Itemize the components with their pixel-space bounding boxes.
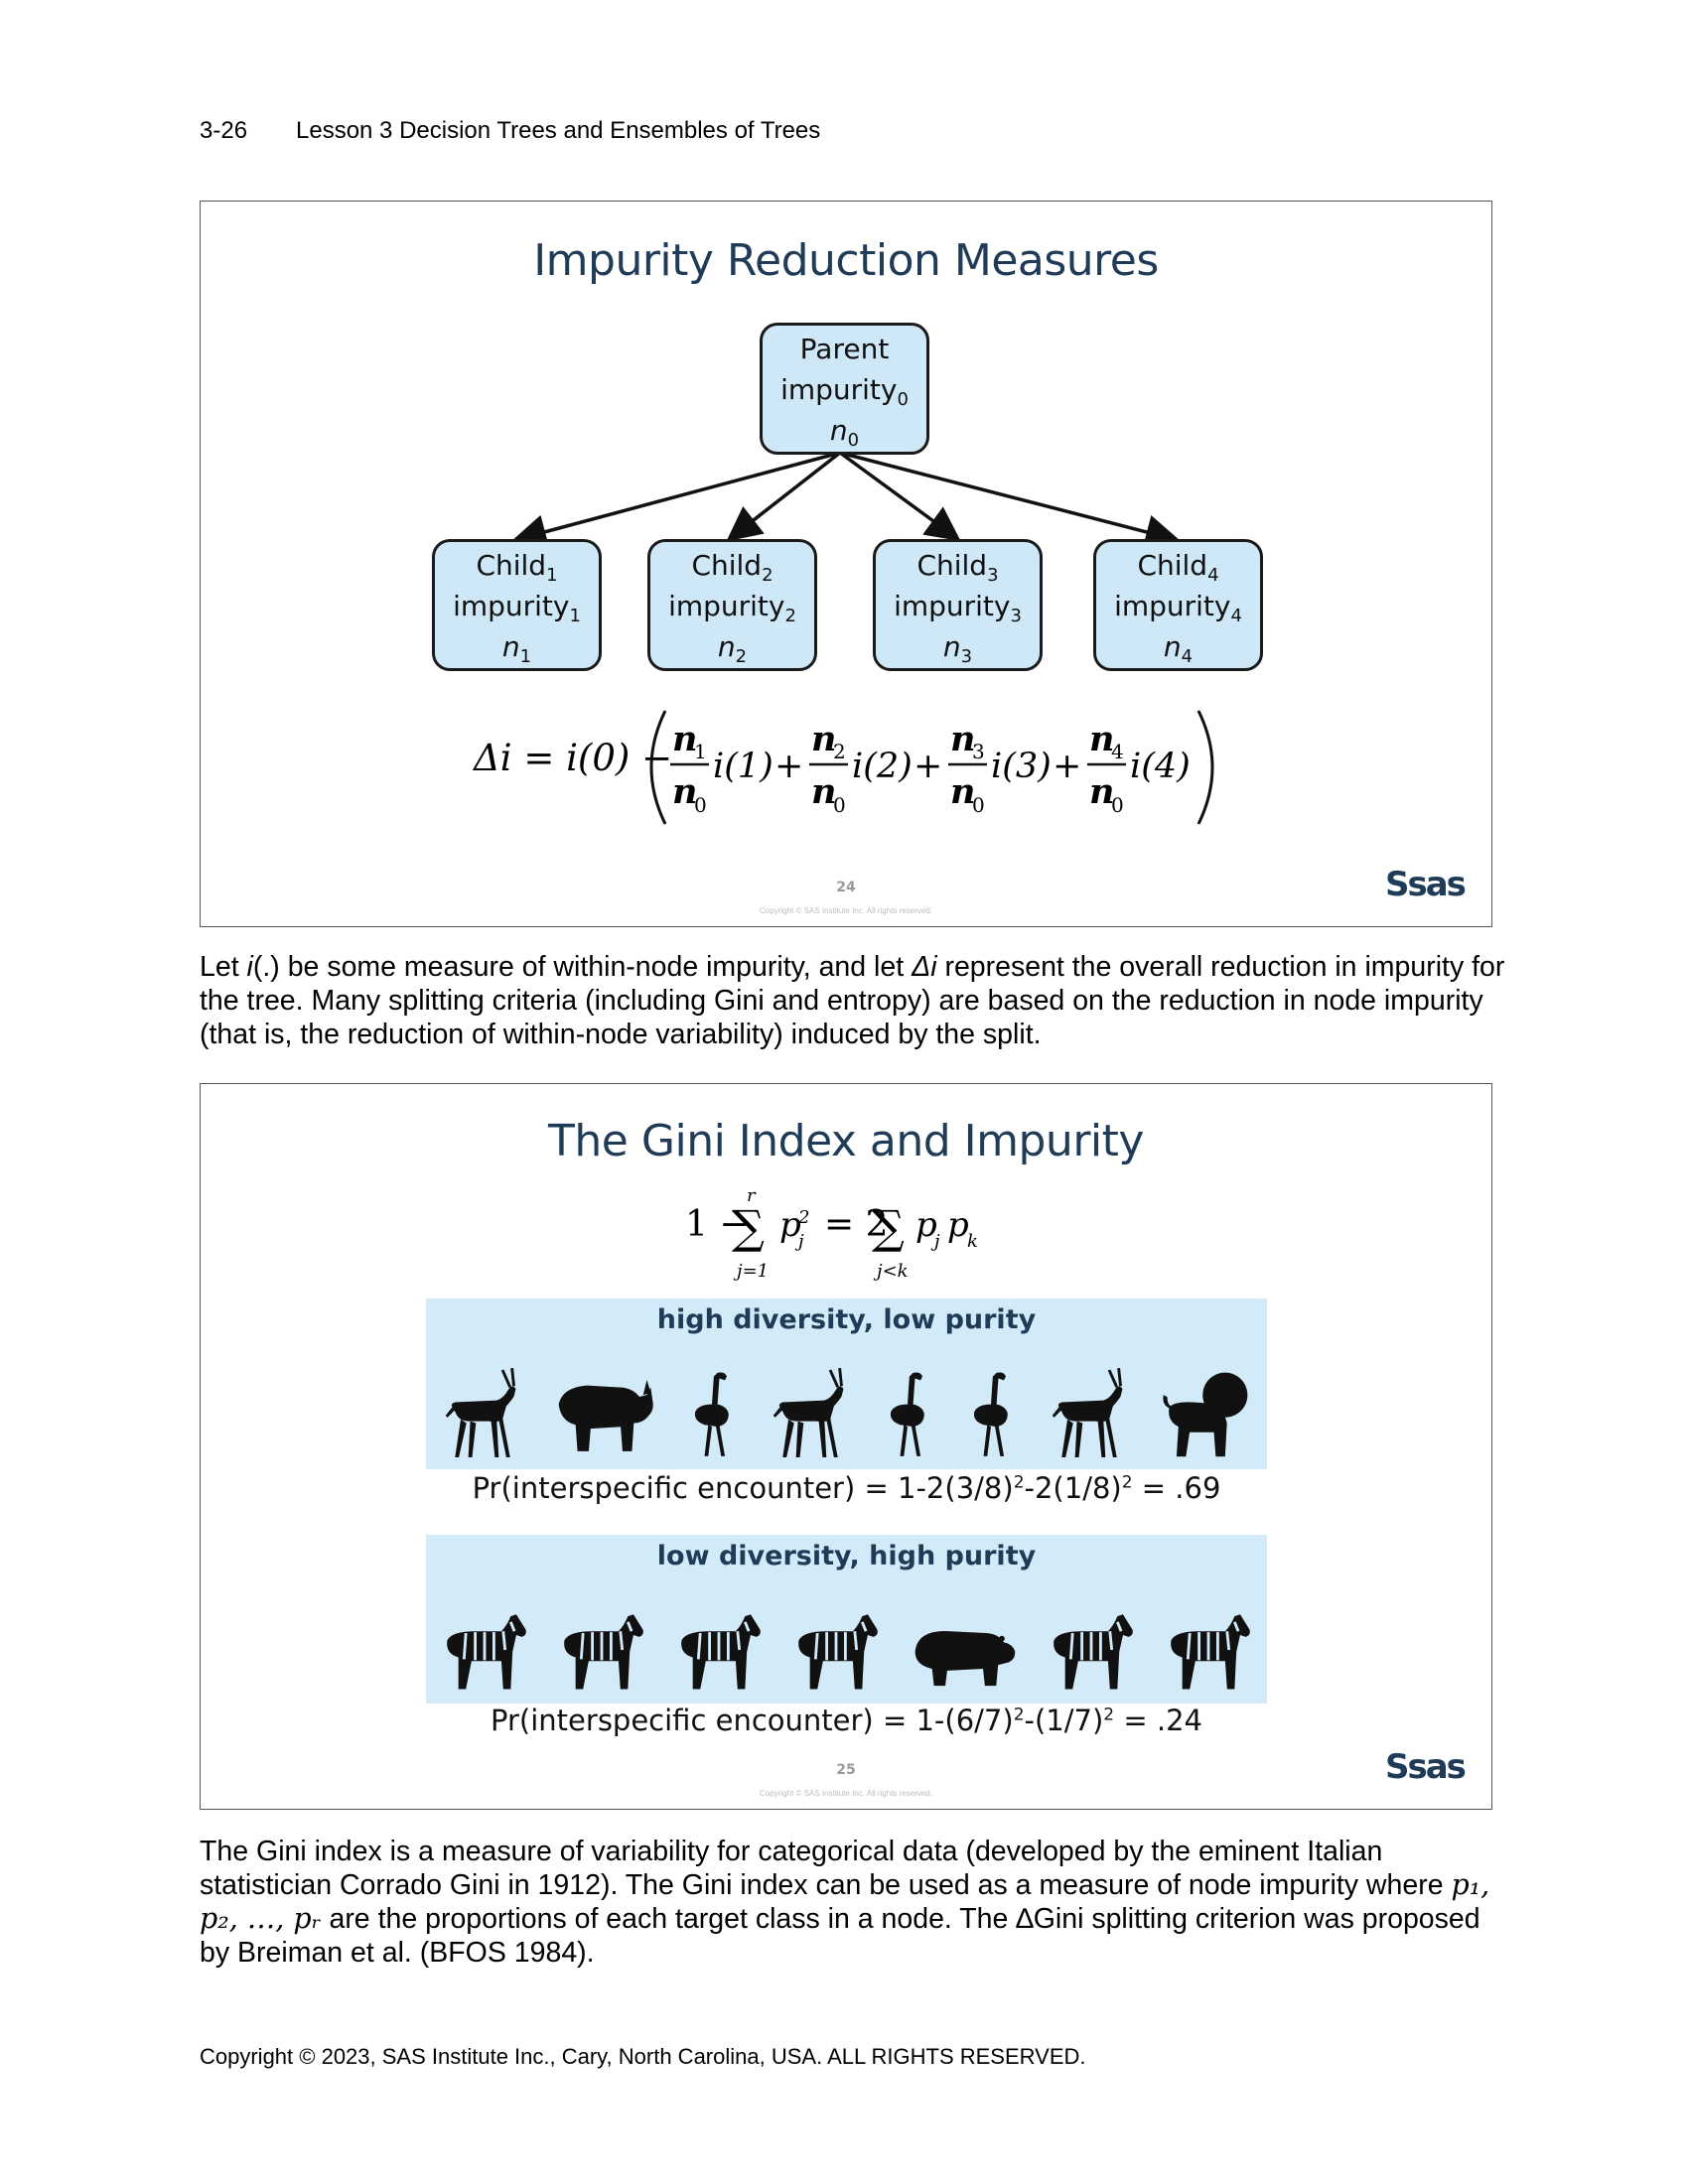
svg-text:0: 0 bbox=[694, 793, 707, 817]
svg-text:j: j bbox=[930, 1231, 940, 1252]
svg-text:i(3): i(3) bbox=[991, 747, 1052, 786]
edge-child-1 bbox=[511, 451, 841, 549]
slide-title: Impurity Reduction Measures bbox=[533, 235, 1159, 286]
svg-text:n: n bbox=[950, 771, 975, 812]
sas-logo: Ssas bbox=[1385, 865, 1467, 904]
svg-text:n: n bbox=[1089, 771, 1114, 812]
svg-text:+: + bbox=[1053, 747, 1081, 786]
impurity-reduction-formula: Δi = i(0) − n 1 n 0 i(1) + n 2 n 0 i(2) … bbox=[472, 710, 1214, 825]
ostrich-icon bbox=[684, 1366, 740, 1461]
svg-text:k: k bbox=[967, 1231, 978, 1252]
zebra-icon bbox=[555, 1602, 648, 1698]
svg-text:n: n bbox=[672, 771, 697, 812]
svg-text:j=1: j=1 bbox=[733, 1261, 769, 1282]
svg-text:p: p bbox=[779, 1205, 801, 1245]
edge-child-4 bbox=[839, 451, 1181, 549]
slide-number: 24 bbox=[836, 880, 856, 895]
child-node-3: Child3 impurity3 n3 bbox=[873, 539, 1043, 671]
ostrich-icon bbox=[963, 1366, 1019, 1461]
formula-term-4: n 4 n 0 i(4) bbox=[1087, 719, 1191, 817]
page-number: 3-26 bbox=[200, 117, 248, 144]
footer-copyright: Copyright © 2023, SAS Institute Inc., Ca… bbox=[200, 2044, 1086, 2069]
left-paren bbox=[649, 710, 667, 825]
svg-text:3: 3 bbox=[972, 740, 985, 763]
child-node-2: Child2 impurity2 n2 bbox=[647, 539, 817, 671]
svg-text:n: n bbox=[1089, 719, 1114, 759]
svg-text:4: 4 bbox=[1111, 740, 1124, 763]
slide-title: The Gini Index and Impurity bbox=[548, 1116, 1144, 1166]
hippo-icon bbox=[908, 1602, 1021, 1698]
zebra-icon bbox=[1045, 1602, 1138, 1698]
sigma-1: ∑ bbox=[732, 1200, 765, 1254]
formula-term-2: n 2 n 0 i(2) + bbox=[809, 719, 942, 817]
formula-lhs: Δi = i(0) − bbox=[472, 737, 672, 779]
child-node-4: Child4 impurity4 n4 bbox=[1093, 539, 1263, 671]
svg-text:2: 2 bbox=[797, 1207, 809, 1228]
svg-text:p: p bbox=[915, 1205, 937, 1245]
svg-text:+: + bbox=[774, 747, 803, 786]
encounter-probability-high: Pr(interspecific encounter) = 1-2(3/8)2-… bbox=[472, 1471, 1221, 1505]
svg-text:2: 2 bbox=[833, 740, 846, 763]
animal-row bbox=[426, 1362, 1267, 1461]
svg-text:i(2): i(2) bbox=[852, 747, 913, 786]
right-paren bbox=[1196, 710, 1214, 825]
svg-text:0: 0 bbox=[1111, 793, 1124, 817]
child-node-1: Child1 impurity1 n1 bbox=[432, 539, 602, 671]
slide-copyright: Copyright © SAS Institute Inc. All right… bbox=[760, 1789, 932, 1798]
svg-text:+: + bbox=[914, 747, 942, 786]
svg-text:p: p bbox=[947, 1205, 969, 1245]
sigma-2: ∑ bbox=[872, 1200, 905, 1254]
svg-text:n: n bbox=[950, 719, 975, 759]
svg-text:r: r bbox=[747, 1185, 757, 1206]
lion-icon bbox=[1160, 1366, 1253, 1461]
zebra-icon bbox=[1162, 1602, 1255, 1698]
paragraph-gini: The Gini index is a measure of variabili… bbox=[200, 1836, 1490, 1969]
svg-text:i(4): i(4) bbox=[1130, 747, 1191, 786]
antelope-icon bbox=[768, 1366, 853, 1461]
svg-text:n: n bbox=[811, 771, 836, 812]
lesson-title: Lesson 3 Decision Trees and Ensembles of… bbox=[296, 117, 821, 144]
proportion-variables: p₁, p₂, …, pᵣ bbox=[200, 1868, 1490, 1935]
antelope-icon bbox=[1047, 1366, 1132, 1461]
svg-text:= 2: = 2 bbox=[824, 1204, 889, 1245]
gini-formula: 1 − r ∑ j=1 p 2 j = 2 ∑ j<k p j p k bbox=[685, 1185, 978, 1282]
band-label: high diversity, low purity bbox=[656, 1304, 1037, 1335]
svg-text:j<k: j<k bbox=[873, 1261, 909, 1282]
encounter-probability-low: Pr(interspecific encounter) = 1-(6/7)2-(… bbox=[491, 1704, 1202, 1737]
zebra-icon bbox=[672, 1602, 766, 1698]
svg-text:j: j bbox=[794, 1231, 804, 1252]
edge-child-2 bbox=[726, 451, 842, 542]
edge-child-3 bbox=[838, 451, 961, 542]
svg-text:n: n bbox=[811, 719, 836, 759]
low-diversity-band: low diversity, high purity bbox=[426, 1535, 1267, 1704]
slide-number: 25 bbox=[836, 1762, 856, 1778]
parent-node: Parent impurity0 n0 bbox=[760, 323, 929, 455]
slide-impurity-reduction: Impurity Reduction Measures Parent impur… bbox=[200, 201, 1492, 927]
band-label: low diversity, high purity bbox=[656, 1541, 1037, 1571]
high-diversity-band: high diversity, low purity bbox=[426, 1298, 1267, 1469]
zebra-icon bbox=[789, 1602, 883, 1698]
tree-connectors bbox=[511, 451, 1181, 549]
slide-copyright: Copyright © SAS Institute Inc. All right… bbox=[760, 906, 932, 915]
formula-term-3: n 3 n 0 i(3) + bbox=[948, 719, 1081, 817]
paragraph-impurity: Let i(.) be some measure of within-node … bbox=[200, 951, 1505, 1050]
rhino-icon bbox=[553, 1366, 656, 1461]
sas-logo: Ssas bbox=[1385, 1747, 1467, 1787]
svg-text:1 −: 1 − bbox=[685, 1204, 750, 1245]
svg-text:0: 0 bbox=[972, 793, 985, 817]
svg-text:0: 0 bbox=[833, 793, 846, 817]
antelope-icon bbox=[440, 1366, 525, 1461]
svg-text:n: n bbox=[672, 719, 697, 759]
ostrich-icon bbox=[880, 1366, 935, 1461]
svg-text:1: 1 bbox=[694, 740, 707, 763]
zebra-icon bbox=[438, 1602, 531, 1698]
formula-term-1: n 1 n 0 i(1) + bbox=[670, 719, 803, 817]
animal-row bbox=[426, 1598, 1267, 1698]
svg-text:i(1): i(1) bbox=[713, 747, 774, 786]
